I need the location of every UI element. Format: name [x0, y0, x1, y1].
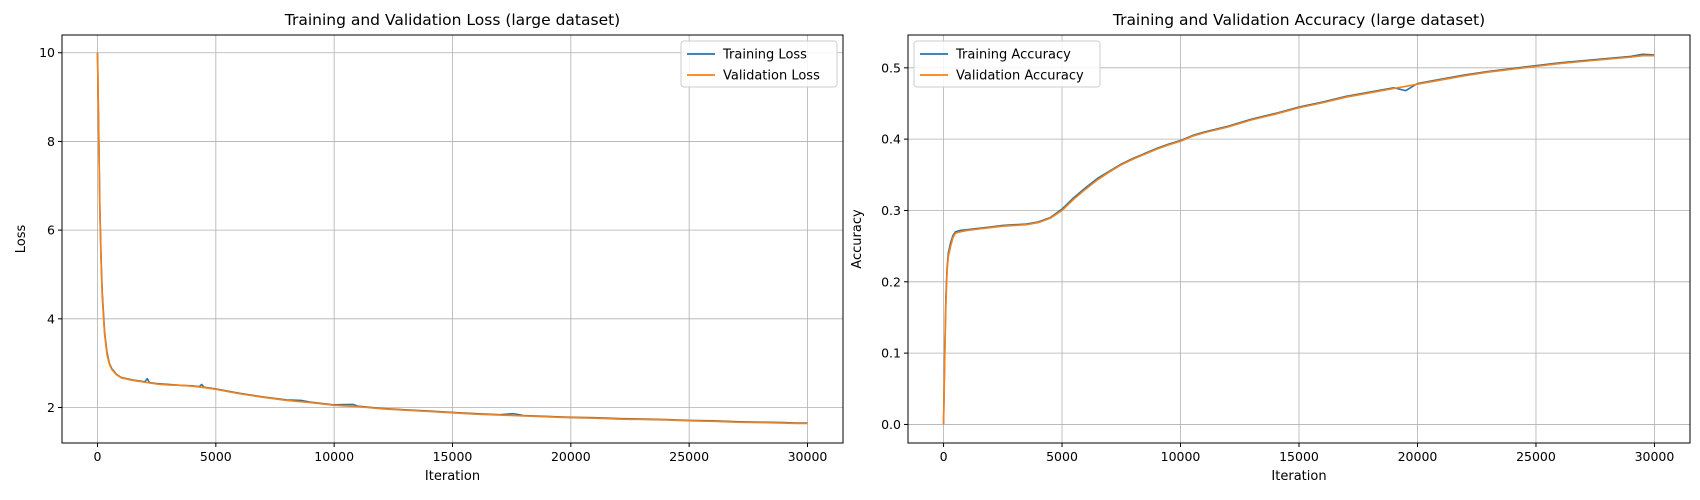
loss-series-lines	[96, 52, 808, 425]
y-tick-label: 0.4	[881, 132, 901, 147]
loss-series-line-validation	[96, 52, 808, 425]
y-tick-label: 10	[39, 45, 55, 60]
y-tick-label: 4	[47, 311, 55, 326]
x-tick-label: 5000	[1046, 449, 1078, 464]
x-tick-label: 0	[94, 449, 102, 464]
y-tick-label: 0.1	[881, 346, 901, 361]
accuracy-grid	[908, 35, 1690, 443]
x-tick-label: 10000	[314, 449, 354, 464]
loss-grid	[62, 35, 843, 443]
y-tick-label: 0.3	[881, 203, 901, 218]
x-tick-label: 5000	[200, 449, 232, 464]
x-tick-label: 20000	[551, 449, 591, 464]
accuracy-chart-xlabel: Iteration	[1271, 469, 1326, 484]
loss-chart-legend: Training Loss Validation Loss	[680, 40, 838, 88]
loss-legend-label-training: Training Loss	[722, 48, 807, 63]
x-tick-label: 20000	[1398, 449, 1438, 464]
accuracy-chart-panel: Training and Validation Accuracy (large …	[850, 11, 1691, 484]
accuracy-chart-title: Training and Validation Accuracy (large …	[1112, 11, 1485, 29]
x-tick-label: 15000	[433, 449, 473, 464]
accuracy-series-line-validation	[942, 54, 1655, 425]
y-tick-label: 2	[47, 400, 55, 415]
loss-chart-ylabel: Loss	[14, 225, 29, 254]
y-tick-label: 0.5	[881, 60, 901, 75]
accuracy-legend-box	[913, 40, 1101, 88]
loss-chart-xlabel: Iteration	[425, 469, 480, 484]
loss-legend-box	[680, 40, 838, 88]
x-tick-label: 25000	[1516, 449, 1556, 464]
x-tick-label: 10000	[1161, 449, 1201, 464]
accuracy-legend-label-training: Training Accuracy	[955, 48, 1071, 63]
y-tick-label: 8	[47, 134, 55, 149]
loss-chart-panel: Training and Validation Loss (large data…	[14, 11, 844, 484]
loss-legend-label-validation: Validation Loss	[723, 69, 820, 84]
x-tick-label: 0	[940, 449, 948, 464]
y-tick-label: 0.2	[881, 274, 901, 289]
y-tick-label: 6	[47, 223, 55, 238]
accuracy-series-lines	[942, 53, 1655, 425]
x-tick-label: 30000	[1635, 449, 1675, 464]
y-tick-label: 0.0	[881, 417, 901, 432]
accuracy-chart-legend: Training Accuracy Validation Accuracy	[913, 40, 1101, 88]
accuracy-chart-ylabel: Accuracy	[850, 209, 865, 269]
accuracy-legend-label-validation: Validation Accuracy	[956, 69, 1084, 84]
x-tick-label: 25000	[669, 449, 709, 464]
x-tick-label: 15000	[1279, 449, 1319, 464]
x-tick-label: 30000	[788, 449, 828, 464]
loss-chart-title: Training and Validation Loss (large data…	[284, 11, 620, 29]
